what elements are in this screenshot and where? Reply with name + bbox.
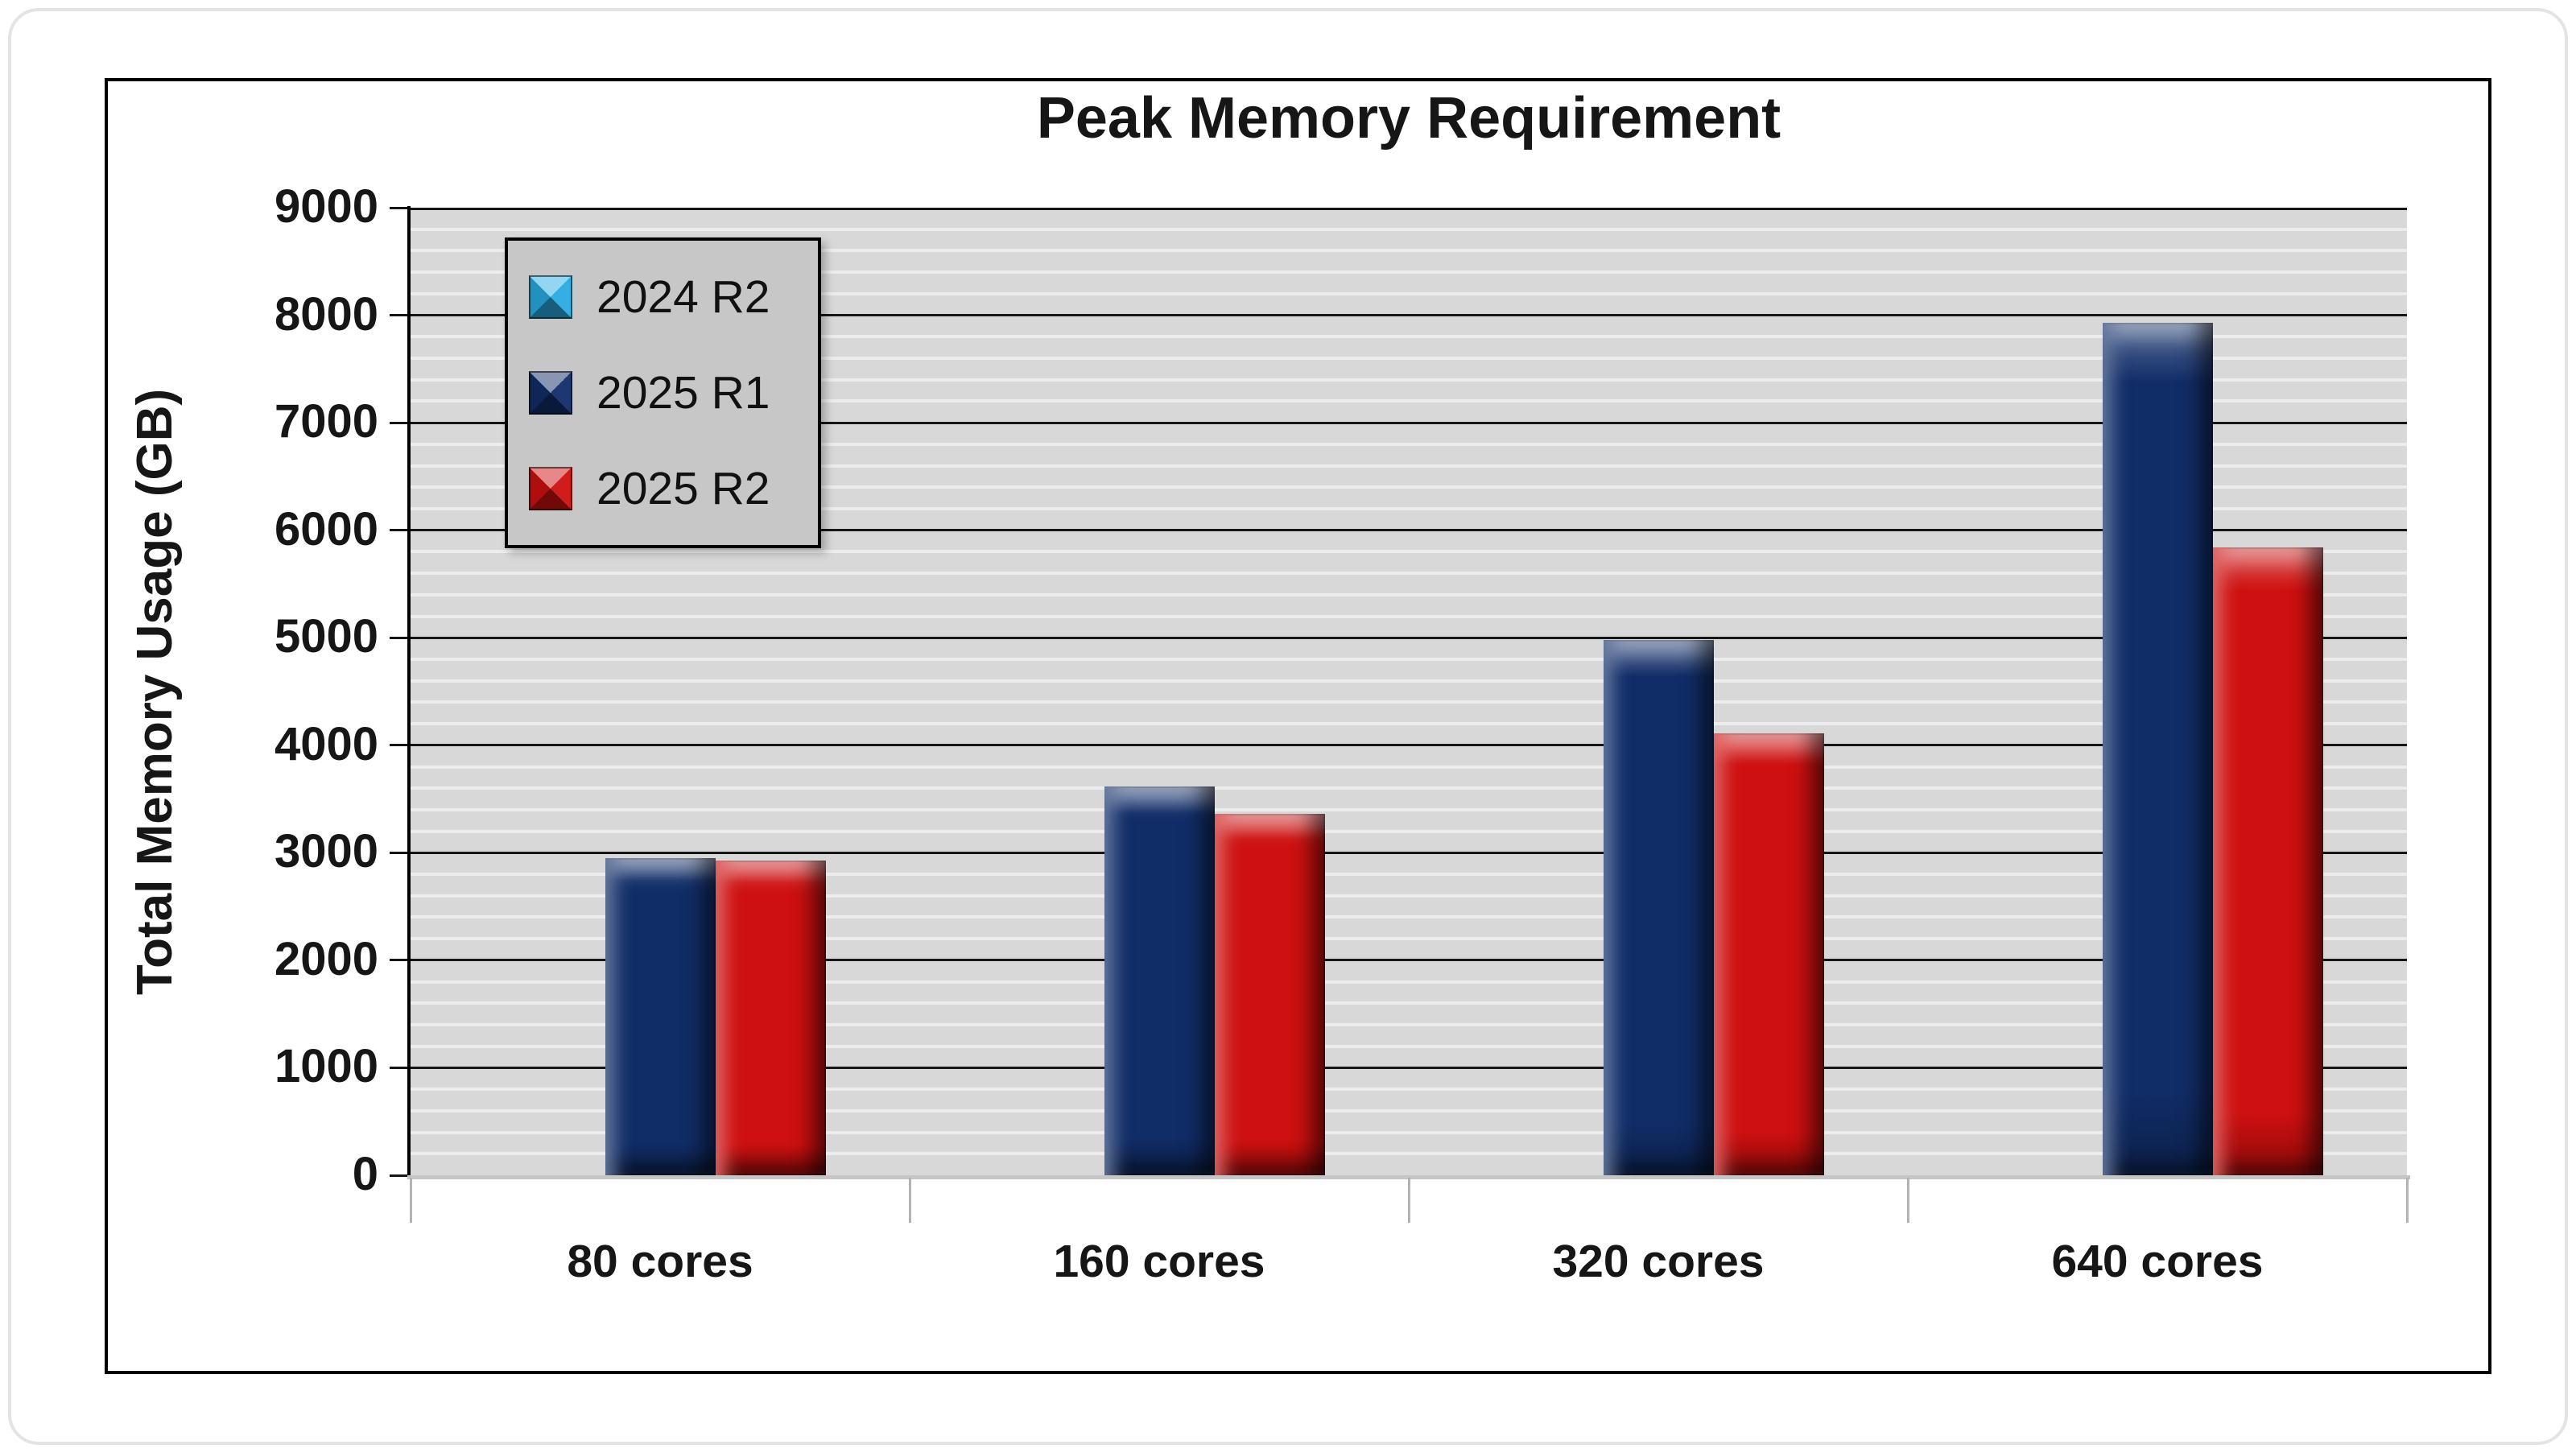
x-tick-label: 640 cores bbox=[2051, 1236, 2264, 1287]
gridline-major bbox=[411, 208, 2407, 210]
y-axis-major-tick bbox=[390, 959, 407, 962]
gridline-minor bbox=[411, 980, 2407, 984]
gridline-minor bbox=[411, 291, 2407, 295]
y-axis-major-tick bbox=[390, 636, 407, 639]
gridline-minor bbox=[411, 1152, 2407, 1156]
bar-2025-r1 bbox=[2102, 322, 2213, 1175]
gridline-minor bbox=[411, 873, 2407, 877]
y-axis-line bbox=[407, 206, 411, 1178]
gridline-minor bbox=[411, 335, 2407, 339]
y-tick-label: 0 bbox=[352, 1148, 378, 1200]
y-tick-label: 5000 bbox=[274, 610, 378, 663]
gridline-minor bbox=[411, 485, 2407, 489]
gridline-major bbox=[411, 851, 2407, 854]
gridline-minor bbox=[411, 270, 2407, 275]
bar-2025-r1 bbox=[605, 858, 716, 1175]
x-axis-category-tick bbox=[409, 1178, 412, 1223]
gridline-minor bbox=[411, 614, 2407, 618]
y-tick-label: 7000 bbox=[274, 395, 378, 448]
legend-item: 2025 R1 bbox=[529, 366, 810, 419]
gridline-minor bbox=[411, 572, 2407, 576]
gridline-minor bbox=[411, 592, 2407, 596]
legend-swatch-2025-r1-icon bbox=[529, 370, 572, 415]
gridline-minor bbox=[411, 442, 2407, 446]
y-tick-label: 3000 bbox=[274, 825, 378, 878]
gridline-major bbox=[411, 314, 2407, 317]
y-axis-title: Total Memory Usage (GB) bbox=[111, 208, 200, 1175]
y-tick-label: 2000 bbox=[274, 932, 378, 985]
gridline-major bbox=[411, 959, 2407, 962]
x-tick-label: 80 cores bbox=[567, 1236, 753, 1287]
y-axis-major-tick bbox=[390, 1174, 407, 1177]
gridline-minor bbox=[411, 399, 2407, 403]
y-axis-major-tick bbox=[390, 421, 407, 424]
bar-2025-r2 bbox=[1713, 733, 1824, 1175]
gridline-minor bbox=[411, 829, 2407, 833]
y-tick-label: 6000 bbox=[274, 502, 378, 555]
x-tick-label: 160 cores bbox=[1053, 1236, 1265, 1287]
bar-2025-r1 bbox=[1603, 639, 1714, 1175]
x-axis-line bbox=[407, 1175, 2410, 1179]
gridline-major bbox=[411, 529, 2407, 532]
y-axis-major-tick bbox=[390, 1066, 407, 1069]
gridline-minor bbox=[411, 356, 2407, 360]
y-axis-major-tick bbox=[390, 744, 407, 747]
x-axis-category-tick bbox=[1407, 1178, 1410, 1223]
gridline-minor bbox=[411, 700, 2407, 704]
y-tick-label: 4000 bbox=[274, 717, 378, 770]
chart-title: Peak Memory Requirement bbox=[1036, 86, 1781, 151]
x-axis-category-tick bbox=[1906, 1178, 1909, 1223]
gridline-minor bbox=[411, 679, 2407, 683]
gridline-major bbox=[411, 744, 2407, 747]
y-axis-title-text: Total Memory Usage (GB) bbox=[127, 388, 184, 995]
gridline-minor bbox=[411, 550, 2407, 554]
gridline-minor bbox=[411, 915, 2407, 919]
legend-label: 2025 R1 bbox=[597, 366, 770, 419]
y-tick-label: 1000 bbox=[274, 1040, 378, 1093]
legend-swatch-2024-r2-icon bbox=[529, 275, 572, 319]
gridline-major bbox=[411, 636, 2407, 639]
gridline-minor bbox=[411, 227, 2407, 231]
gridline-minor bbox=[411, 1044, 2407, 1048]
y-tick-label: 9000 bbox=[274, 180, 378, 233]
gridline-minor bbox=[411, 249, 2407, 253]
x-tick-label: 320 cores bbox=[1552, 1236, 1765, 1287]
gridline-major bbox=[411, 1066, 2407, 1069]
gridline-minor bbox=[411, 378, 2407, 382]
legend-label: 2025 R2 bbox=[597, 463, 770, 515]
y-tick-label: 8000 bbox=[274, 287, 378, 341]
legend-swatch-2025-r2-icon bbox=[529, 467, 572, 511]
x-axis-category-tick bbox=[2405, 1178, 2409, 1223]
bar-2025-r2 bbox=[2212, 547, 2323, 1175]
gridline-minor bbox=[411, 937, 2407, 941]
y-axis-major-tick bbox=[390, 314, 407, 317]
gridline-minor bbox=[411, 1130, 2407, 1134]
gridline-minor bbox=[411, 722, 2407, 726]
bar-2025-r2 bbox=[715, 860, 826, 1175]
bar-2025-r2 bbox=[1214, 814, 1325, 1175]
legend: 2024 R2 2025 R1 2025 R2 bbox=[505, 237, 821, 548]
gridline-minor bbox=[411, 1001, 2407, 1005]
gridline-minor bbox=[411, 1088, 2407, 1092]
legend-item: 2025 R2 bbox=[529, 462, 810, 515]
gridline-minor bbox=[411, 1023, 2407, 1027]
legend-label: 2024 R2 bbox=[597, 270, 770, 323]
gridline-minor bbox=[411, 894, 2407, 898]
y-axis-major-tick bbox=[390, 529, 407, 532]
gridline-minor bbox=[411, 807, 2407, 811]
plot-area bbox=[411, 208, 2407, 1175]
gridline-minor bbox=[411, 786, 2407, 790]
gridline-minor bbox=[411, 657, 2407, 661]
x-axis-category-tick bbox=[908, 1178, 911, 1223]
gridline-minor bbox=[411, 506, 2407, 510]
gridline-minor bbox=[411, 464, 2407, 468]
gridline-major bbox=[411, 421, 2407, 424]
y-axis-major-tick bbox=[390, 851, 407, 854]
gridline-minor bbox=[411, 765, 2407, 769]
y-axis-major-tick bbox=[390, 206, 407, 209]
bar-2025-r1 bbox=[1104, 786, 1215, 1175]
legend-item: 2024 R2 bbox=[529, 270, 810, 324]
gridline-minor bbox=[411, 1108, 2407, 1112]
